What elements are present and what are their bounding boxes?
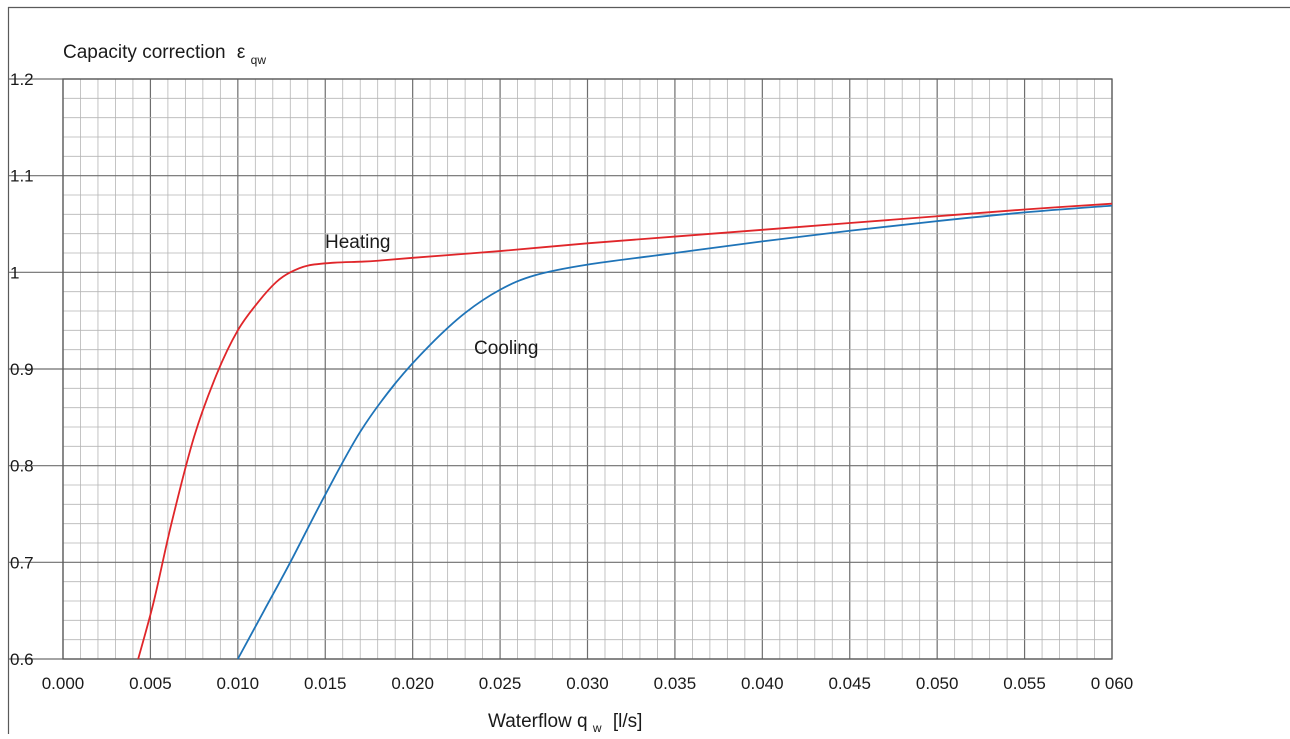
y-tick-label: 1.1 <box>10 167 34 186</box>
x-tick-label: 0.045 <box>828 674 871 693</box>
x-tick-label: 0.000 <box>42 674 85 693</box>
plot-area-border <box>62 78 1113 660</box>
x-tick-label: 0.035 <box>654 674 697 693</box>
y-axis-title-symbol: ε <box>237 42 246 63</box>
series-line-cooling <box>237 204 1113 660</box>
x-axis-title-text: Waterflow q <box>488 711 588 732</box>
x-tick-label: 0 060 <box>1091 674 1134 693</box>
x-tick-label: 0.050 <box>916 674 959 693</box>
x-tick-label: 0.015 <box>304 674 347 693</box>
series-label-heating: Heating <box>325 232 391 253</box>
series-label-cooling: Cooling <box>474 338 538 359</box>
x-tick-label: 0.010 <box>217 674 260 693</box>
y-axis-title: Capacity correction ε qw <box>63 42 266 67</box>
y-tick-label: 0.7 <box>10 553 34 572</box>
y-tick-label: 1 <box>10 263 19 282</box>
x-axis-title: Waterflow q w [l/s] <box>488 711 642 734</box>
y-tick-label: 0.6 <box>10 650 34 669</box>
x-axis-title-unit: [l/s] <box>613 711 643 732</box>
x-tick-label: 0.055 <box>1003 674 1046 693</box>
x-tick-label: 0.025 <box>479 674 522 693</box>
y-tick-label: 1.2 <box>10 70 34 89</box>
y-axis-title-text: Capacity correction <box>63 42 226 63</box>
x-tick-label: 0.005 <box>129 674 172 693</box>
y-axis-title-subscript: qw <box>251 53 267 67</box>
x-tick-label: 0.030 <box>566 674 609 693</box>
y-tick-label: 0.9 <box>10 360 34 379</box>
x-axis-title-subscript: w <box>592 721 602 734</box>
plot-border <box>62 78 1113 660</box>
x-tick-label: 0.040 <box>741 674 784 693</box>
y-tick-label: 0.8 <box>10 457 34 476</box>
tick-labels: 0.000 0.005 0.010 0.015 0.020 0.025 0.030 0.035… <box>10 70 1133 693</box>
series-group <box>137 202 1113 660</box>
grid <box>9 78 1113 660</box>
x-tick-label: 0.020 <box>391 674 434 693</box>
series-line-heating <box>137 202 1113 660</box>
